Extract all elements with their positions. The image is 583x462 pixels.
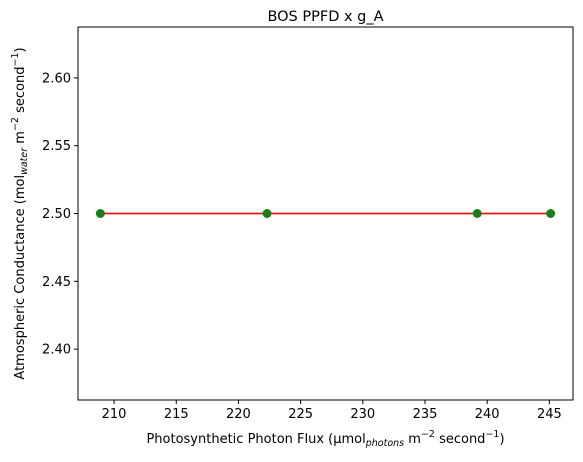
x-label-suffix: ) xyxy=(499,432,504,447)
x-axis-label: Photosynthetic Photon Flux (µmolphotons … xyxy=(146,429,504,449)
y-axis-label: Atmospheric Conductance (molwater m−2 se… xyxy=(10,47,30,379)
x-tick-label: 245 xyxy=(537,407,562,422)
y-label-sup2: −1 xyxy=(10,53,21,67)
x-label-sup1: −2 xyxy=(421,429,435,440)
y-tick-label: 2.55 xyxy=(42,139,71,154)
x-label-sub: photons xyxy=(365,438,404,449)
x-tick-label: 235 xyxy=(413,407,438,422)
data-point xyxy=(472,209,482,218)
y-tick-label: 2.40 xyxy=(42,343,71,358)
x-tick-label: 210 xyxy=(102,407,127,422)
x-tick-label: 240 xyxy=(475,407,500,422)
y-axis-ticks: 2.40 2.45 2.50 2.55 2.60 xyxy=(42,71,78,358)
y-tick-label: 2.60 xyxy=(42,71,71,86)
x-tick-label: 225 xyxy=(288,407,313,422)
x-tick-label: 215 xyxy=(164,407,189,422)
y-label-prefix: Atmospheric Conductance (mol xyxy=(13,175,28,380)
y-tick-label: 2.45 xyxy=(42,275,71,290)
y-label-mid2: second xyxy=(13,67,28,118)
data-point xyxy=(95,209,105,218)
y-tick-label: 2.50 xyxy=(42,207,71,222)
x-label-mid2: second xyxy=(435,432,486,447)
y-label-sup1: −2 xyxy=(10,117,21,131)
y-label-mid: m xyxy=(13,131,28,148)
x-label-sup2: −1 xyxy=(485,429,499,440)
data-point xyxy=(262,209,272,218)
y-label-sub: water xyxy=(19,147,30,175)
y-label-suffix: ) xyxy=(13,47,28,52)
x-tick-label: 230 xyxy=(350,407,375,422)
chart-title: BOS PPFD x g_A xyxy=(267,9,383,25)
data-point xyxy=(546,209,556,218)
x-axis-ticks: 210 215 220 225 230 235 240 245 xyxy=(102,400,562,422)
series-layer xyxy=(95,209,556,218)
x-label-mid: m xyxy=(404,432,421,447)
x-label-prefix: Photosynthetic Photon Flux (µmol xyxy=(146,432,365,447)
x-tick-label: 220 xyxy=(226,407,251,422)
